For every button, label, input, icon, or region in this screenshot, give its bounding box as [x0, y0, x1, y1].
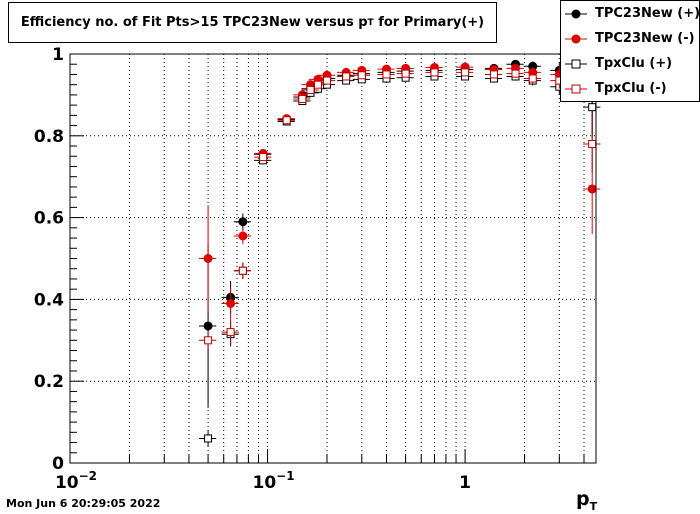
data-point [203, 321, 213, 331]
legend-entry: TPC23New (+) [561, 4, 700, 24]
legend-label: TpxClu (-) [595, 81, 667, 96]
data-point [511, 69, 520, 78]
data-point [588, 103, 597, 112]
legend-symbol [571, 84, 581, 94]
chart-title: Efficiency no. of Fit Pts>15 TPC23New ve… [8, 2, 497, 43]
data-point [203, 254, 213, 263]
legend: TPC23New (+) TPC23New (-) TpxClu (+) TpxClu… [560, 0, 700, 102]
grid [69, 54, 596, 463]
data-point [204, 434, 213, 443]
data-point [259, 153, 268, 162]
axis-ticks [69, 53, 585, 464]
data-point [528, 74, 537, 83]
legend-entry: TpxClu (-) [561, 79, 699, 99]
data-point [461, 68, 470, 77]
y-tick-label: 0.4 [34, 290, 64, 310]
legend-label: TPC23New (+) [595, 6, 700, 21]
x-tick-label: 1 [459, 473, 471, 493]
legend-marker [565, 9, 587, 19]
data-point [238, 266, 247, 275]
y-tick-label: 1 [52, 45, 64, 65]
data-point [306, 85, 315, 94]
chart-title-tail: for Primary(+) [373, 15, 485, 30]
data-point [342, 72, 351, 81]
y-tick-label: 0 [52, 454, 64, 474]
x-axis-title-main: p [576, 488, 590, 510]
data-point [430, 68, 439, 77]
data-points [199, 45, 601, 447]
legend-marker [565, 59, 587, 69]
y-tick-label: 0.8 [34, 127, 64, 147]
y-tick-label: 0.6 [34, 209, 64, 229]
legend-marker [565, 84, 587, 94]
data-point [588, 139, 597, 148]
data-point [357, 71, 366, 80]
legend-entry: TpxClu (+) [561, 54, 699, 74]
plot-frame [69, 53, 597, 464]
chart-title-sub: T [367, 17, 374, 28]
legend-marker [565, 34, 587, 44]
axis-tick-labels: 0 0.2 0.4 0.6 0.8 1 10−2 10−1 1 [34, 45, 471, 493]
data-point [226, 298, 236, 308]
data-point [226, 328, 235, 337]
series-2 [199, 54, 601, 320]
x-tick-label: 10−1 [253, 469, 295, 493]
y-tick-label: 0.2 [34, 372, 64, 392]
legend-label: TPC23New (-) [595, 31, 695, 46]
legend-entry: TPC23New (-) [561, 29, 699, 49]
data-point [204, 336, 213, 345]
x-axis-title-sub: T [589, 499, 598, 513]
data-point [382, 70, 391, 79]
legend-symbol [571, 9, 581, 19]
data-point [323, 76, 332, 85]
timestamp: Mon Jun 6 20:29:05 2022 [6, 497, 161, 510]
chart-title-main: Efficiency no. of Fit Pts>15 TPC23New ve… [20, 15, 368, 30]
data-point [282, 116, 291, 125]
x-axis-title: pT [576, 488, 597, 513]
data-point [401, 69, 410, 78]
series-1 [199, 45, 601, 408]
data-point [587, 184, 597, 194]
legend-symbol [571, 59, 581, 69]
x-tick-label: 10−2 [55, 469, 97, 493]
data-point [298, 94, 307, 103]
data-point [238, 231, 248, 241]
data-point [313, 80, 322, 89]
series-3 [199, 62, 601, 447]
legend-label: TpxClu (+) [595, 56, 673, 71]
data-point [489, 70, 498, 79]
legend-symbol [571, 34, 581, 44]
data-point [238, 217, 248, 227]
series-4 [199, 60, 601, 349]
